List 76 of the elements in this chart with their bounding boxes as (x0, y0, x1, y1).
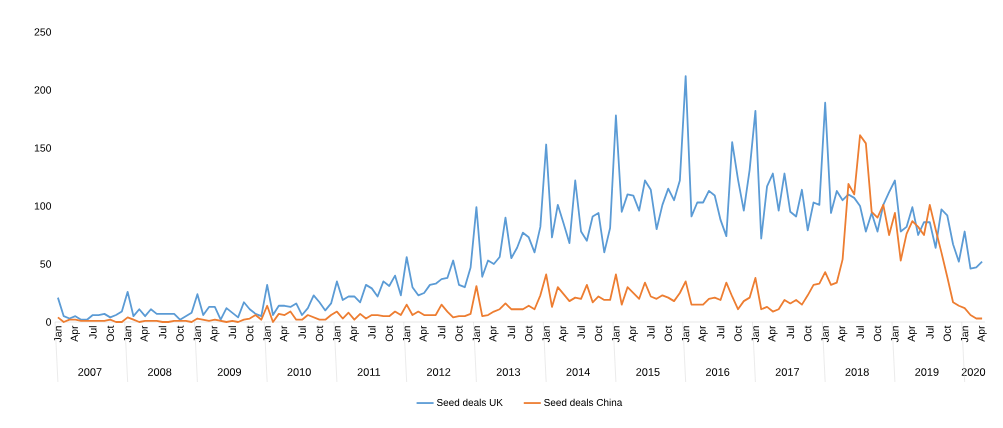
x-tick-label: Oct (873, 325, 882, 342)
y-tick-label: 0 (46, 318, 52, 326)
x-tick-label: Jan (612, 326, 620, 343)
x-tick-label: Oct (176, 325, 184, 342)
x-tick-label: Apr (419, 325, 429, 342)
text: 2011 (357, 368, 381, 376)
x-tick-label: Apr (977, 325, 987, 342)
x-tick-label: Jul (646, 326, 655, 339)
x-tick-label: Jan (891, 326, 899, 343)
x-tick-label: Apr (140, 325, 150, 342)
x-tick-label: Apr (558, 325, 569, 342)
x-tick-label: Jul (786, 326, 795, 339)
x-tick-label: Oct (664, 325, 672, 342)
text: 2018 (845, 368, 869, 376)
x-tick-label: Jan (542, 326, 550, 343)
x-tick-label: Jan (682, 326, 690, 343)
text: 2013 (496, 368, 521, 376)
y-tick-label: 150 (34, 144, 52, 152)
x-tick-label: Jan (961, 326, 969, 343)
y-tick-label: 100 (34, 202, 52, 210)
x-tick-label: Oct (943, 325, 951, 342)
x-tick-label: Jul (228, 326, 237, 339)
x-tick-label: Jul (577, 326, 585, 339)
x-tick-label: Oct (385, 325, 393, 342)
x-tick-label: Apr (279, 325, 290, 342)
x-tick-label: Oct (315, 325, 324, 342)
x-tick-label: Apr (768, 325, 778, 342)
x-tick-label: Jul (507, 326, 516, 339)
text: 2014 (566, 368, 590, 376)
x-tick-label: Jul (367, 326, 376, 339)
x-tick-label: Jul (88, 326, 97, 339)
x-tick-label: Oct (594, 325, 603, 342)
x-tick-label: Apr (907, 325, 918, 342)
x-tick-label: Jan (54, 326, 62, 343)
x-tick-label: Jul (158, 326, 167, 339)
x-tick-label: Jan (193, 326, 202, 343)
x-tick-label: Jan (821, 326, 829, 343)
text: 2015 (636, 368, 660, 376)
text: 2012 (426, 368, 451, 376)
x-tick-label: Jan (263, 326, 271, 343)
text: 2019 (915, 368, 939, 376)
x-tick-label: Apr (210, 325, 220, 342)
text: 2010 (287, 368, 311, 376)
x-tick-label: Apr (489, 325, 499, 342)
x-tick-label: Jan (333, 326, 341, 343)
x-tick-label: Jan (403, 326, 411, 343)
x-tick-label: Apr (628, 325, 639, 342)
x-tick-label: Jul (437, 326, 446, 339)
legend-label: Seed deals China (544, 398, 623, 406)
y-tick-label: 250 (34, 28, 52, 36)
x-tick-label: Oct (246, 325, 254, 342)
x-tick-label: Jul (856, 326, 864, 339)
text: 2009 (217, 368, 242, 376)
x-tick-label: Jan (124, 326, 132, 343)
text: 2020 (961, 368, 986, 376)
x-tick-label: Apr (70, 325, 81, 342)
text: 2008 (147, 368, 172, 376)
x-tick-label: Apr (837, 325, 848, 342)
y-tick-label: 200 (34, 86, 52, 94)
x-tick-label: Jul (716, 326, 725, 339)
text: 2016 (705, 368, 730, 376)
x-tick-label: Oct (734, 325, 742, 342)
y-tick-label: 50 (40, 260, 52, 268)
x-tick-label: Apr (349, 325, 360, 342)
x-tick-label: Apr (698, 325, 708, 342)
x-tick-label: Jan (751, 326, 760, 343)
x-tick-label: Jan (472, 326, 481, 343)
x-tick-label: Oct (106, 325, 114, 342)
text: 2007 (78, 368, 102, 376)
x-tick-label: Oct (804, 325, 812, 342)
text: 2017 (775, 368, 800, 376)
x-tick-label: Oct (525, 325, 533, 342)
x-tick-label: Jul (298, 326, 306, 339)
x-tick-label: Oct (455, 325, 463, 342)
legend-label: Seed deals UK (436, 398, 503, 406)
x-tick-label: Jul (925, 326, 934, 339)
